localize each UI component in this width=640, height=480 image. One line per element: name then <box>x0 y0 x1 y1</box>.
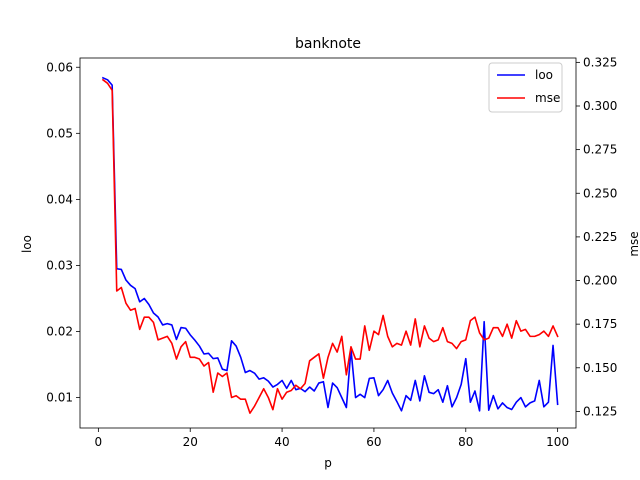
plot-background <box>80 58 576 428</box>
chart-title: banknote <box>295 36 361 52</box>
left-y-tick-label: 0.01 <box>46 391 73 405</box>
axes-layer: 0 20 40 60 80 100 0.01 0.02 0.03 0.04 0.05 0.06 0.12… <box>46 55 617 449</box>
left-y-tick-label: 0.06 <box>46 60 73 74</box>
left-y-axis-title: loo <box>20 235 34 253</box>
right-y-tick-label: 0.225 <box>583 230 617 244</box>
plot-area <box>80 58 576 428</box>
legend-label-mse: mse <box>535 91 560 105</box>
series-layer <box>101 76 559 414</box>
x-tick-label: 40 <box>274 435 289 449</box>
x-tick-label: 20 <box>183 435 198 449</box>
right-y-axis-title: mse <box>627 231 640 256</box>
x-tick-label: 100 <box>546 435 569 449</box>
left-y-tick-label: 0.02 <box>46 325 73 339</box>
x-tick-label: 60 <box>366 435 381 449</box>
axes-frame <box>79 57 577 429</box>
right-y-tick-label: 0.150 <box>583 361 617 375</box>
right-y-tick-label: 0.275 <box>583 143 617 157</box>
right-y-tick-label: 0.300 <box>583 99 617 113</box>
right-y-tick-label: 0.200 <box>583 274 617 288</box>
right-y-tick-label: 0.175 <box>583 317 617 331</box>
right-y-tick-label: 0.325 <box>583 55 617 69</box>
x-tick-label: 0 <box>95 435 103 449</box>
series-line-mse <box>101 78 559 414</box>
series-line-loo <box>101 76 559 412</box>
left-y-tick-label: 0.03 <box>46 258 73 272</box>
left-y-tick-label: 0.05 <box>46 126 73 140</box>
left-y-tick-label: 0.04 <box>46 192 73 206</box>
legend-label-loo: loo <box>535 68 553 82</box>
right-y-tick-label: 0.125 <box>583 404 617 418</box>
legend: loo mse <box>488 62 563 113</box>
x-axis-title: p <box>324 456 332 470</box>
right-y-tick-label: 0.250 <box>583 186 617 200</box>
x-tick-label: 80 <box>458 435 473 449</box>
